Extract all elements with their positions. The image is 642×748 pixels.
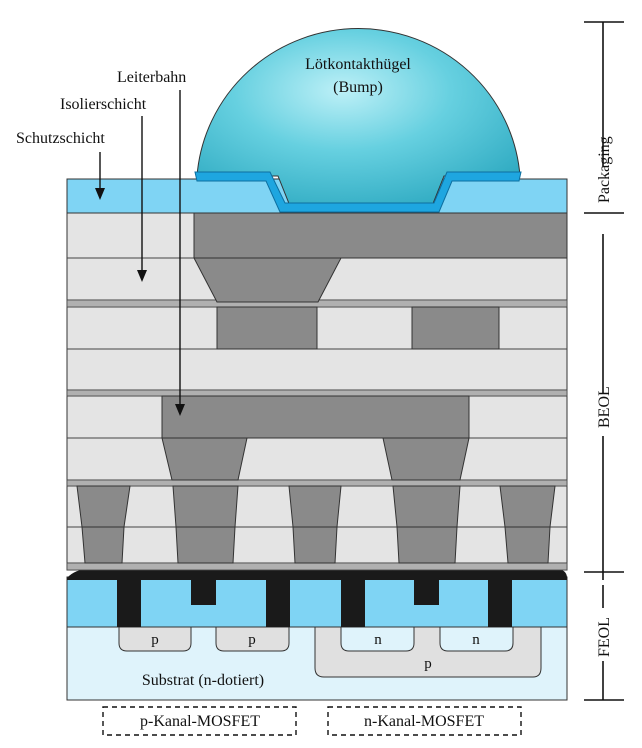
substrate-label: Substrat (n-dotiert) bbox=[142, 672, 264, 689]
n-label: n bbox=[374, 632, 382, 648]
gate-electrode bbox=[191, 575, 216, 605]
n-diffusion-left bbox=[340, 626, 415, 652]
bump-label-line2: (Bump) bbox=[333, 79, 383, 96]
p-diffusion-left bbox=[118, 626, 192, 652]
feol-oxide-layer bbox=[66, 576, 568, 628]
packaging-label: Packaging bbox=[596, 136, 613, 203]
p-well-label: p bbox=[424, 656, 432, 672]
contact-plug bbox=[266, 575, 290, 627]
bump-label-line1: Lötkontakthügel bbox=[305, 56, 411, 73]
contact-plug bbox=[488, 575, 512, 627]
metal-interconnects bbox=[76, 212, 568, 564]
p-label: p bbox=[151, 632, 159, 648]
n-diffusion-right bbox=[439, 626, 514, 652]
contact-plug bbox=[117, 575, 141, 627]
pmos-box bbox=[102, 706, 297, 736]
n-label: n bbox=[472, 632, 480, 648]
bump-pad bbox=[194, 171, 522, 213]
gate-electrode bbox=[414, 575, 439, 605]
gate-cap-2 bbox=[388, 569, 467, 578]
section-dimension-bars bbox=[584, 21, 624, 701]
nmos-label: n-Kanal-MOSFET bbox=[364, 713, 484, 730]
pmos-label: p-Kanal-MOSFET bbox=[140, 713, 260, 730]
callout-arrows bbox=[95, 90, 185, 416]
feol-label: FEOL bbox=[596, 617, 613, 657]
contact-plug bbox=[341, 575, 365, 627]
beol-label: BEOL bbox=[596, 386, 613, 428]
solder-bump bbox=[196, 28, 521, 207]
isolierschicht-label: Isolierschicht bbox=[60, 96, 147, 113]
barrier-strips bbox=[66, 299, 568, 571]
schutzschicht-label: Schutzschicht bbox=[16, 130, 105, 147]
p-label: p bbox=[248, 632, 256, 648]
p-diffusion-right bbox=[215, 626, 290, 652]
leiterbahn-label: Leiterbahn bbox=[117, 69, 186, 86]
gate-cap-1 bbox=[163, 569, 243, 578]
nmos-box bbox=[327, 706, 522, 736]
